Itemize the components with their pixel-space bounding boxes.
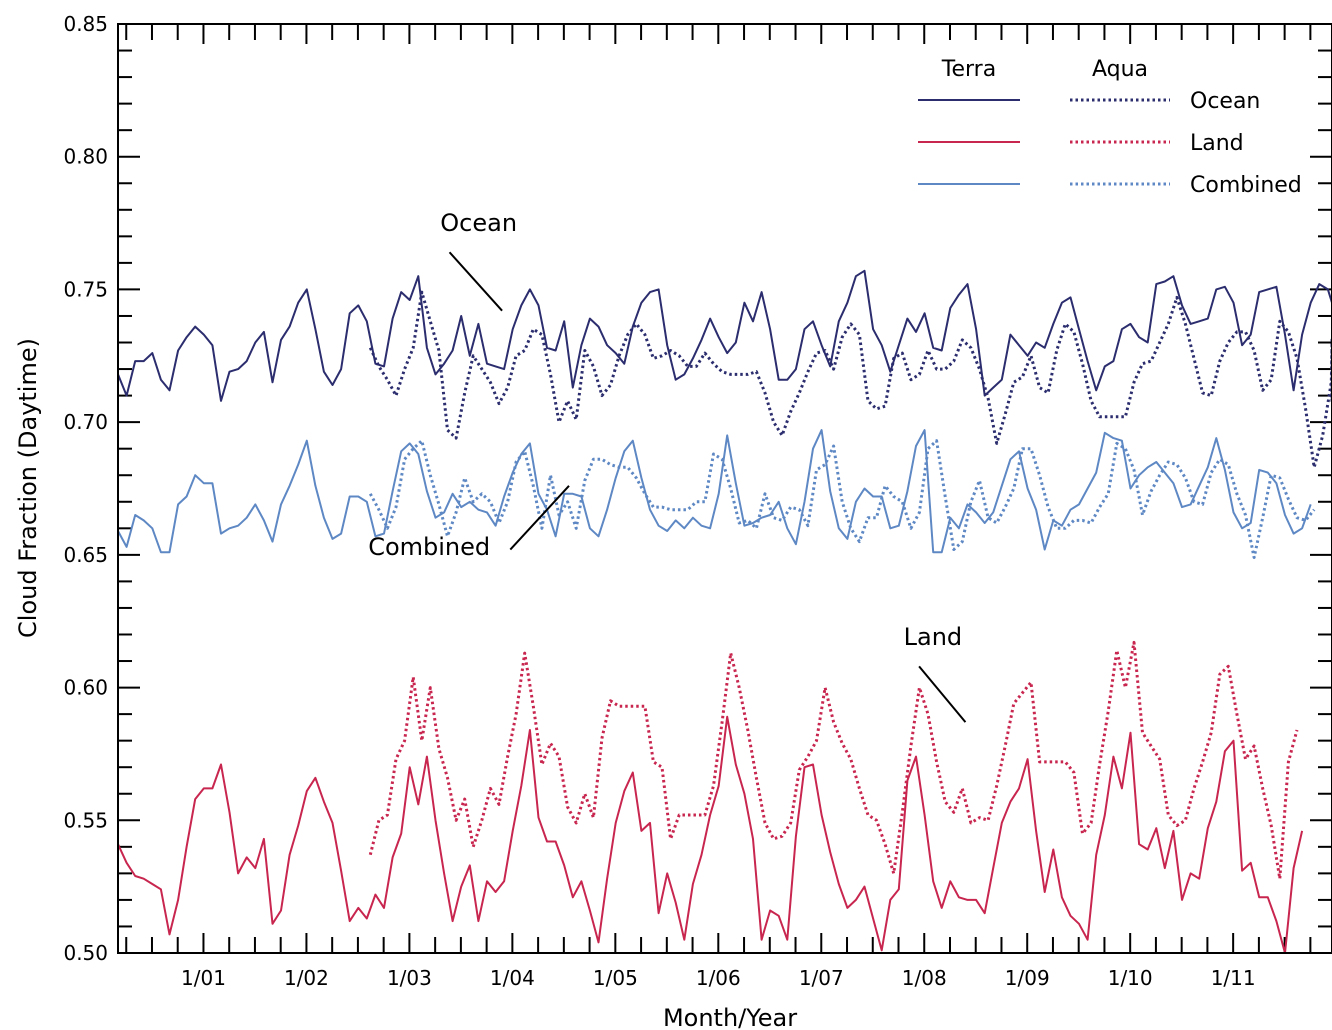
legend-header-terra: Terra [941, 57, 996, 82]
x-tick-label: 1/11 [1211, 966, 1256, 990]
y-tick-label: 0.65 [63, 543, 108, 567]
x-tick-label: 1/05 [593, 966, 638, 990]
y-tick-label: 0.55 [63, 808, 108, 832]
legend-header-aqua: Aqua [1092, 57, 1148, 82]
y-tick-label: 0.60 [63, 676, 108, 700]
plot-frame [117, 23, 1332, 954]
x-tick-label: 1/02 [284, 966, 329, 990]
y-tick-label: 0.80 [63, 145, 108, 169]
x-tick-label: 1/10 [1108, 966, 1153, 990]
x-tick-label: 1/07 [799, 966, 844, 990]
annotation-leader-ocean [448, 251, 503, 312]
annotation-land: Land [904, 623, 963, 651]
annotations: Ocean Combined Land [368, 209, 967, 723]
y-tick-label: 0.85 [63, 12, 108, 36]
y-tick-label: 0.75 [63, 277, 108, 301]
x-tick-label: 1/06 [696, 966, 741, 990]
legend-label-combined: Combined [1190, 173, 1302, 198]
series-lines [117, 269, 1332, 954]
series-terra-combined [117, 429, 1312, 554]
y-axis-title: Cloud Fraction (Daytime) [14, 338, 42, 638]
annotation-ocean: Ocean [440, 209, 517, 237]
x-tick-label: 1/09 [1005, 966, 1050, 990]
x-tick-labels: 1/01 1/02 1/03 1/04 1/05 1/06 1/07 1/08 1/09 1/10… [181, 966, 1256, 990]
annotation-leader-land [918, 665, 967, 723]
legend-label-land: Land [1190, 131, 1244, 156]
x-tick-label: 1/08 [902, 966, 947, 990]
y-tick-label: 0.50 [63, 941, 108, 965]
x-tick-label: 1/04 [490, 966, 535, 990]
legend: Terra Aqua Ocean Land Combined [918, 57, 1302, 198]
y-tick-label: 0.70 [63, 410, 108, 434]
x-tick-label: 1/01 [181, 966, 226, 990]
y-tick-labels: 0.50 0.55 0.60 0.65 0.70 0.75 0.80 0.85 [63, 12, 108, 965]
series-terra-ocean [117, 269, 1332, 402]
annotation-leader-combined [509, 485, 570, 551]
series-aqua-combined [368, 439, 1316, 559]
axis-ticks [118, 23, 1332, 954]
series-terra-land [117, 715, 1304, 954]
x-tick-label: 1/03 [387, 966, 432, 990]
x-axis-title: Month/Year [663, 1004, 797, 1030]
annotation-combined: Combined [368, 533, 490, 561]
series-aqua-land [368, 640, 1299, 881]
legend-label-ocean: Ocean [1190, 89, 1260, 114]
